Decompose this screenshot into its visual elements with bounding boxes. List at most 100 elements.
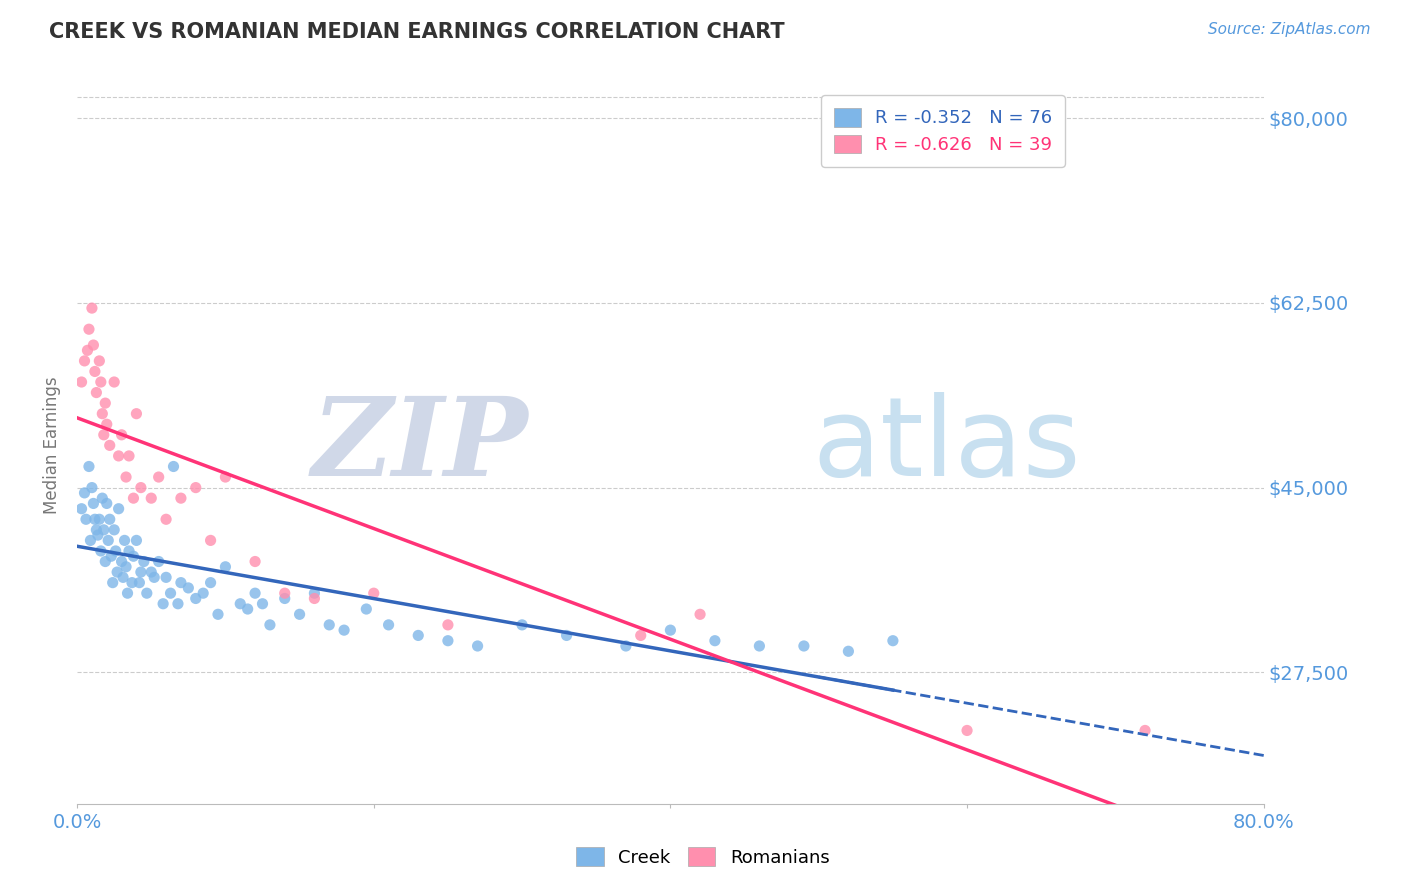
Point bbox=[882, 633, 904, 648]
Point bbox=[200, 575, 222, 590]
Point bbox=[125, 533, 148, 548]
Legend: Creek, Romanians: Creek, Romanians bbox=[569, 840, 837, 874]
Point bbox=[793, 639, 815, 653]
Point bbox=[86, 385, 108, 400]
Point bbox=[304, 591, 326, 606]
Legend: R = -0.352   N = 76, R = -0.626   N = 39: R = -0.352 N = 76, R = -0.626 N = 39 bbox=[821, 95, 1064, 167]
Point bbox=[1133, 723, 1156, 738]
Point bbox=[94, 396, 117, 410]
Text: atlas: atlas bbox=[813, 392, 1081, 499]
Point bbox=[87, 528, 110, 542]
Point bbox=[170, 575, 193, 590]
Point bbox=[86, 523, 108, 537]
Point bbox=[80, 301, 103, 315]
Point bbox=[135, 586, 157, 600]
Point bbox=[956, 723, 979, 738]
Point bbox=[128, 575, 150, 590]
Point bbox=[703, 633, 725, 648]
Point bbox=[274, 586, 297, 600]
Point bbox=[115, 559, 138, 574]
Point bbox=[837, 644, 859, 658]
Point bbox=[83, 364, 105, 378]
Point bbox=[748, 639, 770, 653]
Point bbox=[243, 555, 266, 569]
Point bbox=[129, 481, 152, 495]
Point bbox=[437, 633, 460, 648]
Point bbox=[288, 607, 311, 622]
Point bbox=[143, 570, 166, 584]
Point bbox=[107, 501, 129, 516]
Point bbox=[122, 549, 145, 564]
Point bbox=[170, 491, 193, 505]
Point bbox=[82, 338, 104, 352]
Point bbox=[356, 602, 378, 616]
Point bbox=[363, 586, 385, 600]
Point bbox=[659, 623, 682, 637]
Point bbox=[96, 417, 118, 432]
Point bbox=[406, 628, 429, 642]
Point bbox=[155, 512, 177, 526]
Text: ZIP: ZIP bbox=[311, 392, 529, 500]
Point bbox=[98, 438, 121, 452]
Point bbox=[90, 375, 112, 389]
Point bbox=[110, 555, 132, 569]
Point bbox=[115, 470, 138, 484]
Point bbox=[200, 533, 222, 548]
Point bbox=[76, 343, 98, 358]
Point bbox=[614, 639, 637, 653]
Point bbox=[236, 602, 259, 616]
Point bbox=[510, 618, 533, 632]
Point bbox=[93, 427, 115, 442]
Point bbox=[89, 512, 111, 526]
Point bbox=[184, 591, 207, 606]
Y-axis label: Median Earnings: Median Earnings bbox=[44, 376, 60, 514]
Point bbox=[101, 575, 124, 590]
Point bbox=[105, 565, 128, 579]
Point bbox=[91, 491, 114, 505]
Point bbox=[148, 470, 170, 484]
Point bbox=[112, 570, 135, 584]
Point bbox=[141, 565, 163, 579]
Point bbox=[214, 559, 236, 574]
Point bbox=[77, 459, 100, 474]
Point bbox=[104, 544, 127, 558]
Point bbox=[97, 533, 120, 548]
Point bbox=[229, 597, 252, 611]
Point bbox=[243, 586, 266, 600]
Point bbox=[155, 570, 177, 584]
Point bbox=[73, 486, 96, 500]
Point bbox=[274, 591, 297, 606]
Point bbox=[98, 512, 121, 526]
Point bbox=[129, 565, 152, 579]
Point bbox=[214, 470, 236, 484]
Point bbox=[118, 449, 141, 463]
Point bbox=[555, 628, 578, 642]
Point bbox=[79, 533, 101, 548]
Point bbox=[122, 491, 145, 505]
Point bbox=[252, 597, 274, 611]
Point bbox=[77, 322, 100, 336]
Point bbox=[333, 623, 356, 637]
Point bbox=[318, 618, 340, 632]
Point bbox=[467, 639, 489, 653]
Point bbox=[377, 618, 399, 632]
Point bbox=[148, 555, 170, 569]
Point bbox=[207, 607, 229, 622]
Point bbox=[100, 549, 122, 564]
Point bbox=[689, 607, 711, 622]
Point bbox=[70, 501, 93, 516]
Point bbox=[141, 491, 163, 505]
Point bbox=[96, 496, 118, 510]
Text: Source: ZipAtlas.com: Source: ZipAtlas.com bbox=[1208, 22, 1371, 37]
Text: CREEK VS ROMANIAN MEDIAN EARNINGS CORRELATION CHART: CREEK VS ROMANIAN MEDIAN EARNINGS CORREL… bbox=[49, 22, 785, 42]
Point bbox=[93, 523, 115, 537]
Point bbox=[94, 555, 117, 569]
Point bbox=[73, 354, 96, 368]
Point bbox=[103, 375, 125, 389]
Point bbox=[114, 533, 136, 548]
Point bbox=[184, 481, 207, 495]
Point bbox=[107, 449, 129, 463]
Point bbox=[80, 481, 103, 495]
Point bbox=[89, 354, 111, 368]
Point bbox=[152, 597, 174, 611]
